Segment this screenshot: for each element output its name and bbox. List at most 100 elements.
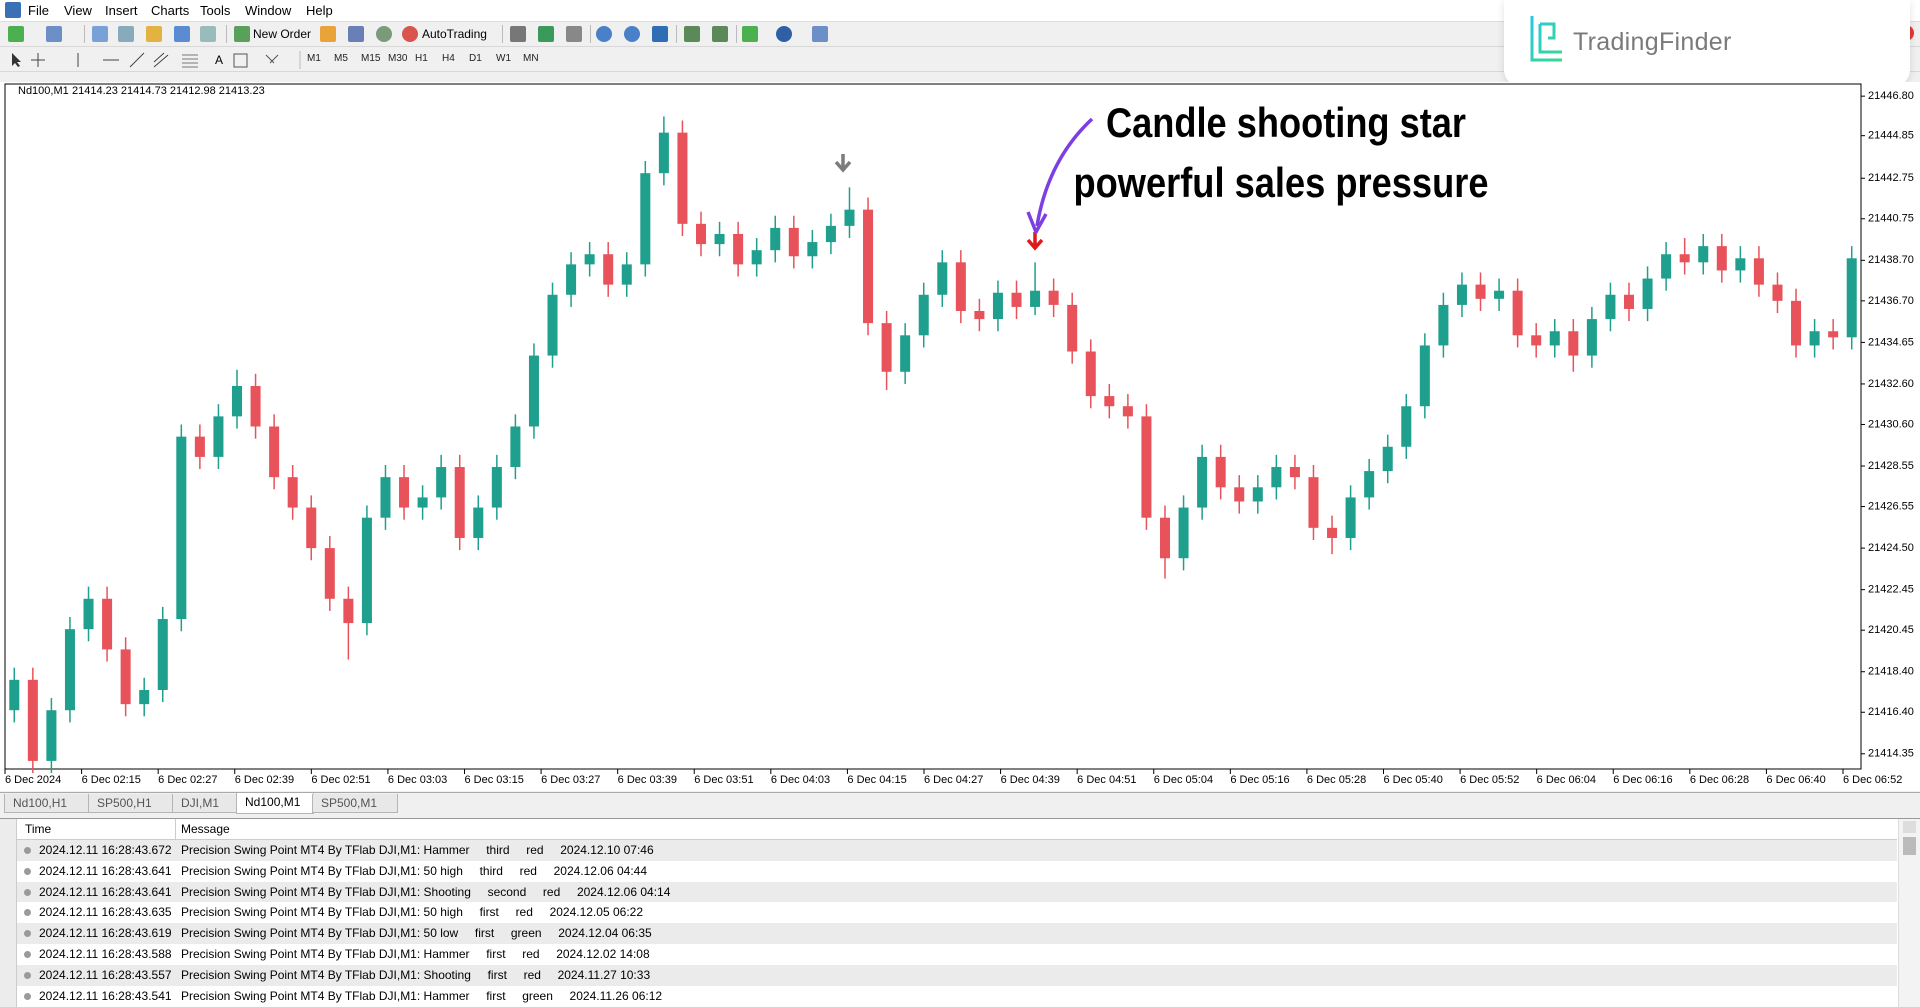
cursor-tool[interactable] bbox=[12, 53, 21, 67]
profiles-button[interactable] bbox=[46, 26, 62, 42]
data-window-button[interactable] bbox=[146, 26, 162, 42]
log-row[interactable]: 2024.12.11 16:28:43.541 Precision Swing P… bbox=[17, 986, 1897, 1007]
x-tick-label: 6 Dec 05:40 bbox=[1384, 774, 1443, 786]
timeframe-button[interactable]: D1 bbox=[469, 53, 482, 64]
log-time: 2024.12.11 16:28:43.557 bbox=[39, 967, 172, 982]
trendline-tool[interactable] bbox=[129, 52, 145, 68]
menu-item[interactable]: View bbox=[64, 3, 92, 18]
templates-button[interactable] bbox=[812, 26, 828, 42]
log-row[interactable]: 2024.12.11 16:28:43.672 Precision Swing P… bbox=[17, 840, 1897, 861]
menu-item[interactable]: Window bbox=[245, 3, 292, 18]
log-time: 2024.12.11 16:28:43.641 bbox=[39, 884, 172, 899]
crosshair-tool[interactable] bbox=[31, 53, 45, 67]
candle-chart-button[interactable] bbox=[538, 26, 554, 42]
x-tick-label: 6 Dec 03:03 bbox=[388, 774, 447, 786]
signal-arrow bbox=[834, 154, 852, 173]
y-tick-label: 21436.70 bbox=[1868, 295, 1914, 307]
log-row[interactable]: 2024.12.11 16:28:43.635 Precision Swing P… bbox=[17, 902, 1897, 923]
indicators-button[interactable] bbox=[742, 26, 758, 42]
candle-body bbox=[1327, 527, 1338, 538]
timeframe-button[interactable]: M1 bbox=[307, 53, 321, 64]
candle-body bbox=[547, 294, 558, 356]
candle-body bbox=[491, 467, 502, 508]
chart-tab[interactable]: Nd100,H1 bbox=[4, 794, 90, 813]
timeframe-button[interactable]: H4 bbox=[442, 53, 455, 64]
auto-trading-icon bbox=[402, 26, 418, 42]
menu-item[interactable]: Tools bbox=[200, 3, 231, 18]
log-row[interactable]: 2024.12.11 16:28:43.557 Precision Swing P… bbox=[17, 964, 1897, 986]
label-tool[interactable] bbox=[233, 53, 248, 68]
arrows-tool[interactable] bbox=[265, 54, 279, 64]
text-tool[interactable]: A bbox=[215, 53, 223, 67]
log-row[interactable]: 2024.12.11 16:28:43.588 Precision Swing P… bbox=[17, 944, 1897, 965]
signals-button[interactable] bbox=[348, 26, 364, 42]
line-chart-button[interactable] bbox=[566, 26, 582, 42]
log-row[interactable]: 2024.12.11 16:28:43.641 Precision Swing P… bbox=[17, 861, 1897, 882]
timeframe-button[interactable]: M5 bbox=[334, 53, 348, 64]
log-icon bbox=[24, 888, 31, 896]
chart-tab[interactable]: SP500,M1 bbox=[312, 794, 398, 813]
log-message: Precision Swing Point MT4 By TFlab DJI,M… bbox=[181, 967, 651, 982]
zoom-in-button[interactable] bbox=[596, 26, 612, 42]
x-tick-label: 6 Dec 06:40 bbox=[1766, 774, 1825, 786]
zoom-out-button[interactable] bbox=[624, 26, 640, 42]
menu-item[interactable]: Insert bbox=[105, 3, 138, 18]
x-tick-label: 6 Dec 03:39 bbox=[618, 774, 677, 786]
candle-body bbox=[102, 598, 113, 650]
chart: Nd100,M1 21414.23 21414.73 21412.98 2141… bbox=[0, 82, 1920, 791]
chart-tab[interactable]: SP500,H1 bbox=[88, 794, 174, 813]
bar-chart-button[interactable] bbox=[510, 26, 526, 42]
menu-item[interactable]: File bbox=[28, 3, 49, 18]
channel-tool[interactable] bbox=[153, 52, 169, 68]
candle-body bbox=[1159, 517, 1171, 559]
chart-tab[interactable]: Nd100,M1 bbox=[236, 793, 314, 814]
timeframe-button[interactable]: MN bbox=[523, 53, 539, 64]
auto-trading-button[interactable]: AutoTrading bbox=[422, 27, 487, 41]
menu-item[interactable]: Help bbox=[306, 3, 333, 18]
scrollbar[interactable] bbox=[1898, 819, 1920, 1007]
tile-button[interactable] bbox=[652, 26, 668, 42]
candle-body bbox=[1828, 331, 1839, 338]
fibonacci-tool[interactable] bbox=[182, 54, 198, 68]
candle-body bbox=[974, 310, 985, 320]
log-row[interactable]: 2024.12.11 16:28:43.619 Precision Swing P… bbox=[17, 923, 1897, 944]
timeframe-button[interactable]: W1 bbox=[496, 53, 511, 64]
candle-body bbox=[1085, 351, 1096, 397]
logo-panel: TradingFinder bbox=[1504, 0, 1910, 86]
candle-body bbox=[1067, 304, 1078, 352]
column-header[interactable]: Time bbox=[25, 822, 52, 836]
column-header[interactable]: Message bbox=[181, 822, 230, 836]
candle-body bbox=[1568, 331, 1579, 356]
x-tick-label: 6 Dec 04:39 bbox=[1001, 774, 1060, 786]
candle-body bbox=[1364, 471, 1375, 498]
log-row[interactable]: 2024.12.11 16:28:43.641 Precision Swing P… bbox=[17, 881, 1897, 903]
candle-body bbox=[863, 209, 874, 324]
menu-item[interactable]: Charts bbox=[151, 3, 190, 18]
new-chart-button[interactable] bbox=[8, 26, 24, 42]
timeframe-button[interactable]: H1 bbox=[415, 53, 428, 64]
candle-body bbox=[788, 227, 799, 257]
chart-tab[interactable]: DJI,M1 bbox=[172, 794, 238, 813]
y-tick-label: 21446.80 bbox=[1868, 90, 1914, 102]
logo-icon bbox=[1530, 16, 1562, 62]
timeframe-button[interactable]: M15 bbox=[361, 53, 381, 64]
new-order-button[interactable]: New Order bbox=[253, 27, 312, 41]
tester-button[interactable] bbox=[200, 26, 216, 42]
candle-body bbox=[807, 242, 818, 257]
periods-button[interactable] bbox=[776, 26, 792, 42]
timeframe-button[interactable]: M30 bbox=[388, 53, 408, 64]
terminal-button[interactable] bbox=[174, 26, 190, 42]
y-tick-label: 21416.40 bbox=[1868, 706, 1914, 718]
log-time: 2024.12.11 16:28:43.541 bbox=[39, 988, 172, 1003]
scroll-up[interactable] bbox=[1903, 821, 1916, 833]
candle-body bbox=[213, 416, 224, 457]
autoscroll-button[interactable] bbox=[684, 26, 700, 42]
candle-body bbox=[1104, 396, 1115, 407]
meta-editor-button[interactable] bbox=[320, 26, 336, 42]
scroll-thumb[interactable] bbox=[1903, 837, 1916, 855]
chart-shift-button[interactable] bbox=[712, 26, 728, 42]
y-tick-label: 21418.40 bbox=[1868, 666, 1914, 678]
market-button[interactable] bbox=[376, 26, 392, 42]
navigator-button[interactable] bbox=[118, 26, 134, 42]
market-watch-button[interactable] bbox=[92, 26, 108, 42]
